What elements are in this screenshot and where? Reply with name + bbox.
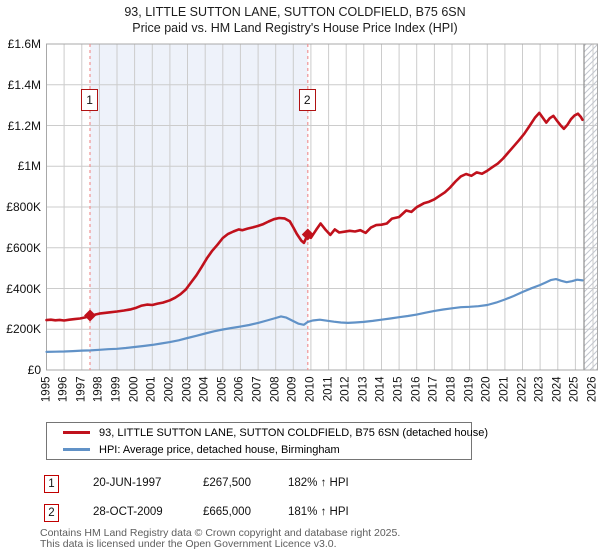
x-tick-label: 2015 [392,376,405,403]
sale-2-hpi-change: 181% ↑ HPI [288,506,349,518]
y-tick-label: £1M [17,159,41,174]
footer-copyright: Contains HM Land Registry data © Crown c… [40,527,401,539]
x-tick-label: 2016 [410,376,423,403]
x-tick-label: 2014 [374,376,387,403]
sale-2-date: 28-OCT-2009 [93,506,163,518]
sale-marker-flag-1: 1 [81,89,99,111]
plot-frame [46,43,598,371]
y-tick-label: £200K [6,322,41,337]
y-tick-label: £400K [6,281,41,296]
page-title: 93, LITTLE SUTTON LANE, SUTTON COLDFIELD… [124,5,466,19]
x-tick-label: 2005 [216,376,229,403]
x-tick-label: 2013 [357,376,370,403]
price-line-swatch [63,431,90,434]
legend-label-hpi: HPI: Average price, detached house, Birm… [99,443,340,456]
sale-1-price: £267,500 [203,477,251,489]
footer-licence: This data is licensed under the Open Gov… [40,538,337,550]
x-tick-label: 2006 [233,376,246,403]
x-tick-label: 2003 [181,376,194,403]
x-tick-label: 1996 [57,376,70,403]
sale-1-point [84,309,97,322]
sale-2-price: £665,000 [203,506,251,518]
hpi-line-swatch [63,448,90,451]
x-tick-label: 1999 [110,376,123,403]
hpi-line [45,278,584,353]
y-tick-label: £800K [6,200,41,214]
x-tick-label: 2011 [322,376,335,402]
x-tick-label: 1998 [92,376,105,403]
x-tick-label: 2000 [128,376,141,403]
y-tick-label: £0 [27,363,41,377]
x-tick-label: 2009 [286,376,299,403]
x-tick-label: 2026 [586,376,599,403]
legend-row-hpi: HPI: Average price, detached house, Birm… [47,441,471,458]
y-tick-label: £1.2M [7,118,41,133]
x-tick-label: 2001 [145,376,158,403]
price-paid-line [45,111,584,322]
x-tick-label: 2010 [304,376,317,403]
y-tick-label: £1.6M [7,37,41,51]
x-tick-label: 2019 [463,376,476,403]
y-tick-label: £600K [6,240,41,255]
x-tick-label: 1997 [75,376,88,403]
x-tick-label: 2012 [339,376,352,403]
sale-1-number-badge: 1 [44,475,59,493]
x-tick-label: 2022 [516,376,528,403]
x-tick-label: 2018 [445,376,458,403]
x-tick-label: 2008 [269,376,282,403]
x-tick-label: 2007 [251,376,264,403]
x-tick-label: 2017 [427,376,440,403]
future-no-data-hatch [584,44,598,370]
sale-2-number-badge: 2 [44,504,59,522]
y-tick-label: £1.4M [7,77,41,92]
x-tick-label: 2021 [498,376,511,403]
sale-2-point [301,228,314,241]
x-tick-label: 2020 [480,376,493,403]
legend-label-price: 93, LITTLE SUTTON LANE, SUTTON COLDFIELD… [99,426,489,439]
x-tick-label: 1995 [40,376,52,403]
x-tick-label: 2002 [163,376,176,403]
price-history-chart [45,43,598,371]
page-subtitle: Price paid vs. HM Land Registry's House … [132,21,458,35]
sale-1-date: 20-JUN-1997 [93,477,162,489]
sale-marker-flag-2: 2 [298,89,316,111]
x-tick-label: 2023 [533,376,546,403]
x-tick-label: 2004 [198,376,211,403]
x-tick-label: 2024 [551,376,564,403]
chart-legend: 93, LITTLE SUTTON LANE, SUTTON COLDFIELD… [46,422,488,460]
legend-row-price: 93, LITTLE SUTTON LANE, SUTTON COLDFIELD… [47,424,488,441]
x-tick-label: 2025 [568,376,581,403]
sale-1-hpi-change: 182% ↑ HPI [288,477,349,489]
